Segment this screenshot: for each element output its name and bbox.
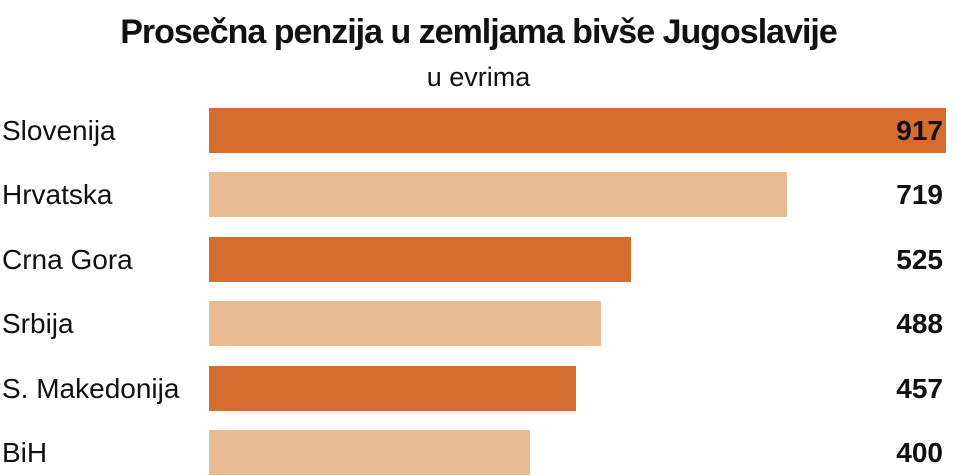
- category-label: Slovenija: [2, 115, 116, 146]
- bar: [209, 301, 601, 346]
- category-label: Srbija: [2, 308, 74, 339]
- value-label: 457: [896, 373, 943, 404]
- bar: [209, 108, 946, 153]
- bar: [209, 172, 787, 217]
- bar: [209, 366, 576, 411]
- category-label: Hrvatska: [2, 179, 113, 210]
- category-label: S. Makedonija: [2, 373, 180, 404]
- category-label: Crna Gora: [2, 244, 133, 275]
- bar: [209, 430, 530, 475]
- value-label: 917: [896, 115, 943, 146]
- bar: [209, 237, 631, 282]
- value-label: 400: [896, 437, 943, 468]
- value-label: 488: [896, 308, 943, 339]
- value-label: 525: [896, 244, 943, 275]
- category-label: BiH: [2, 437, 48, 468]
- chart-subtitle: u evrima: [426, 62, 531, 92]
- chart-title: Prosečna penzija u zemljama bivše Jugosl…: [120, 13, 838, 51]
- value-label: 719: [896, 179, 943, 210]
